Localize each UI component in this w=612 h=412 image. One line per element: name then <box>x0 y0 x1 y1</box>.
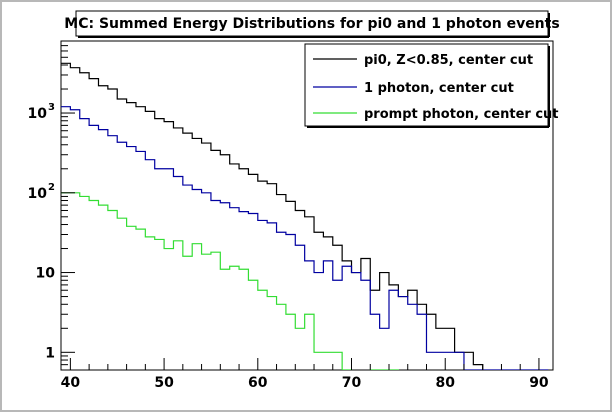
chart-title-box: MC: Summed Energy Distributions for pi0 … <box>64 10 560 38</box>
legend-label-1: pi0, Z<0.85, center cut <box>364 53 533 68</box>
y-tick-exponent: 2 <box>48 182 55 193</box>
legend: pi0, Z<0.85, center cut 1 photon, center … <box>304 43 559 128</box>
x-tick-label: 50 <box>154 375 174 391</box>
x-tick-label: 70 <box>342 375 362 391</box>
x-tick-label: 40 <box>61 375 81 391</box>
chart-title: MC: Summed Energy Distributions for pi0 … <box>64 16 559 32</box>
y-tick-label: 10 <box>28 186 48 202</box>
x-tick-label: 60 <box>248 375 268 391</box>
series-line-1 <box>61 62 484 370</box>
legend-label-2: 1 photon, center cut <box>364 81 514 96</box>
series-line-2 <box>61 106 549 370</box>
x-tick-label: 90 <box>529 375 549 391</box>
x-tick-label: 80 <box>435 375 455 391</box>
series-line-3 <box>61 192 399 370</box>
y-tick-label: 10 <box>36 266 56 282</box>
y-tick-label: 10 <box>28 106 48 122</box>
y-tick-label: 1 <box>45 345 55 361</box>
series-layer <box>61 62 549 370</box>
legend-label-3: prompt photon, center cut <box>364 107 559 122</box>
y-tick-exponent: 3 <box>48 102 55 113</box>
